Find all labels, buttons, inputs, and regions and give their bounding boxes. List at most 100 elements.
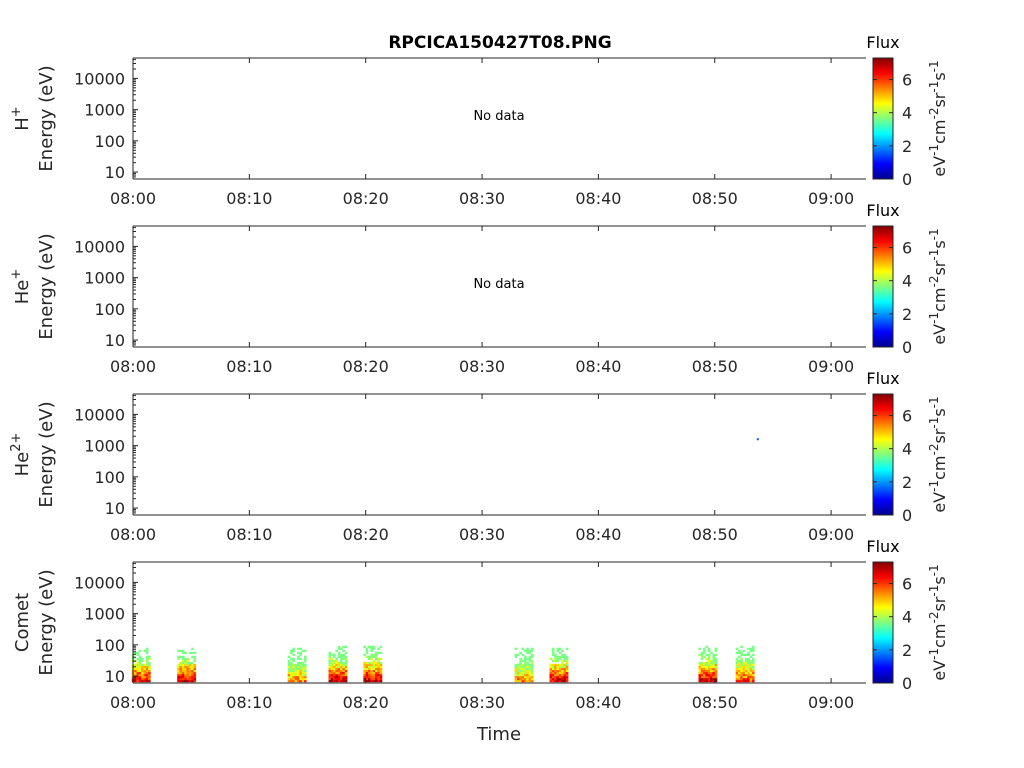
- flux-cell: [299, 665, 302, 669]
- flux-cell: [143, 677, 147, 681]
- flux-cell: [707, 655, 711, 658]
- y-tick-label: 1000: [84, 605, 125, 624]
- flux-cell: [177, 671, 180, 675]
- flux-cell: [191, 669, 194, 673]
- flux-cell: [528, 677, 532, 681]
- flux-cell: [193, 663, 197, 667]
- flux-cell: [549, 667, 553, 671]
- flux-cell: [379, 679, 383, 683]
- colorbar-unit-label: eV-1cm-2sr-1s-1: [927, 228, 949, 344]
- flux-cell: [297, 657, 300, 661]
- flux-cell: [517, 667, 520, 671]
- colorbar-title: Flux: [866, 369, 899, 388]
- flux-cell: [554, 679, 557, 683]
- x-tick-label: 09:00: [808, 189, 854, 208]
- flux-cell: [181, 663, 185, 667]
- flux-cell: [375, 661, 378, 665]
- flux-cell: [700, 661, 704, 665]
- flux-cell: [193, 679, 197, 683]
- flux-cell: [181, 667, 185, 671]
- flux-cell: [514, 663, 518, 667]
- flux-cell: [752, 671, 755, 675]
- flux-cell: [707, 667, 711, 671]
- flux-cell: [365, 655, 369, 658]
- flux-cell: [712, 659, 715, 663]
- flux-cell: [565, 663, 569, 667]
- flux-cell: [519, 669, 522, 673]
- flux-cell: [290, 651, 293, 654]
- unit-base: eV: [930, 156, 949, 177]
- x-tick-label: 08:40: [575, 189, 621, 208]
- flux-cell: [335, 661, 338, 665]
- flux-cell: [551, 649, 555, 652]
- flux-cell: [179, 679, 183, 683]
- flux-cell: [745, 653, 748, 656]
- flux-cell: [735, 675, 739, 679]
- flux-cell: [377, 675, 380, 679]
- flux-cell: [177, 649, 180, 652]
- flux-cell: [342, 645, 345, 648]
- flux-cell: [738, 655, 741, 658]
- flux-cell: [333, 659, 336, 663]
- flux-cell: [328, 651, 332, 654]
- flux-cell: [145, 649, 149, 652]
- unit-exponent: -2: [927, 276, 941, 288]
- flux-cell: [712, 661, 715, 665]
- flux-cell: [186, 669, 190, 673]
- flux-cell: [368, 645, 371, 648]
- flux-cell: [514, 655, 518, 658]
- flux-cell: [370, 669, 373, 673]
- flux-cell: [141, 673, 144, 677]
- flux-cell: [337, 671, 341, 675]
- unit-exponent: -1: [927, 249, 941, 261]
- flux-cell: [519, 667, 522, 671]
- flux-cell: [145, 675, 149, 679]
- flux-cell: [749, 661, 753, 665]
- flux-cell: [740, 651, 743, 654]
- flux-cell: [530, 667, 534, 671]
- flux-cell: [740, 669, 743, 673]
- flux-cell: [705, 667, 708, 671]
- flux-cell: [368, 657, 371, 661]
- flux-cell: [563, 655, 567, 658]
- flux-cell: [297, 661, 300, 665]
- flux-cell: [181, 673, 185, 677]
- flux-cell: [191, 677, 194, 681]
- flux-cell: [330, 653, 334, 656]
- flux-cell: [530, 669, 534, 673]
- flux-cell: [143, 667, 147, 671]
- unit-exponent: -1: [927, 564, 941, 576]
- flux-cell: [700, 677, 704, 681]
- flux-cell: [148, 673, 151, 677]
- flux-cell: [342, 653, 345, 656]
- colorbar-unit-label: eV-1cm-2sr-1s-1: [927, 564, 949, 680]
- flux-cell: [710, 677, 713, 681]
- flux-cell: [738, 675, 741, 679]
- flux-cell: [745, 659, 748, 663]
- flux-cell: [141, 659, 144, 663]
- flux-cell: [526, 679, 529, 683]
- flux-cell: [368, 679, 371, 683]
- flux-cell: [703, 651, 706, 654]
- flux-cell: [742, 667, 746, 671]
- flux-cell: [299, 657, 302, 661]
- flux-cell: [330, 671, 334, 675]
- flux-burst: [177, 647, 197, 683]
- unit-exponent: -1: [927, 585, 941, 597]
- flux-cell: [703, 647, 706, 650]
- flux-cell: [556, 657, 560, 661]
- flux-cell: [335, 677, 338, 681]
- x-tick-label: 08:50: [692, 357, 738, 376]
- y-axis-label: Energy (eV): [36, 569, 57, 675]
- flux-burst: [549, 647, 569, 683]
- x-tick-label: 08:50: [692, 525, 738, 544]
- flux-cell: [698, 671, 702, 675]
- flux-cell: [561, 673, 564, 677]
- flux-cell: [299, 661, 302, 665]
- flux-cell: [340, 665, 343, 669]
- flux-cell: [337, 669, 341, 673]
- flux-cell: [292, 647, 295, 650]
- flux-cell: [292, 679, 295, 683]
- flux-cell: [299, 679, 302, 683]
- flux-cell: [328, 663, 332, 667]
